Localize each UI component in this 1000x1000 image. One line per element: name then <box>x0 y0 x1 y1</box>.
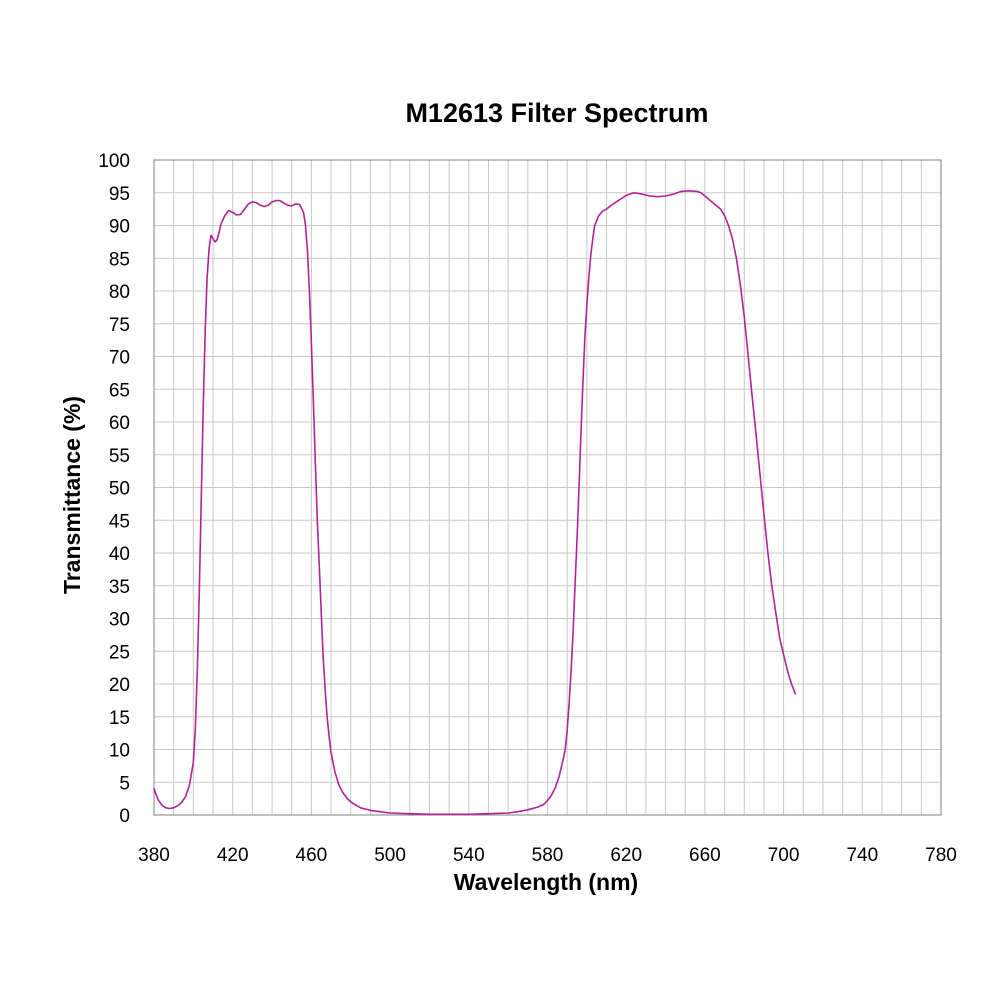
y-tick-label: 20 <box>109 675 130 696</box>
x-axis-label: Wavelength (nm) <box>454 869 638 895</box>
y-tick-label: 5 <box>119 773 130 794</box>
x-tick-label: 660 <box>689 845 721 866</box>
x-tick-label: 700 <box>768 845 800 866</box>
y-tick-label: 10 <box>109 741 130 762</box>
y-tick-label: 55 <box>109 446 130 467</box>
y-tick-label: 50 <box>109 479 130 500</box>
x-tick-label: 540 <box>453 845 485 866</box>
y-tick-label: 40 <box>109 544 130 565</box>
tick-labels: 380 420 460 500 540 580 620 660 700 740 780 0 5 10 15 2… <box>98 151 957 866</box>
x-tick-label: 500 <box>374 845 406 866</box>
y-tick-label: 70 <box>109 348 130 369</box>
y-tick-label: 35 <box>109 577 130 598</box>
y-tick-label: 100 <box>98 151 130 172</box>
y-tick-label: 90 <box>109 217 130 238</box>
y-tick-label: 0 <box>119 806 130 827</box>
y-tick-label: 85 <box>109 249 130 270</box>
x-tick-label: 620 <box>610 845 642 866</box>
chart-title: M12613 Filter Spectrum <box>405 98 708 128</box>
y-tick-label: 30 <box>109 610 130 631</box>
y-axis-label: Transmittance (%) <box>59 396 85 594</box>
y-tick-label: 60 <box>109 413 130 434</box>
y-tick-label: 25 <box>109 642 130 663</box>
plot-area <box>153 159 942 816</box>
grid <box>154 160 941 815</box>
y-tick-label: 95 <box>109 184 130 205</box>
y-tick-label: 80 <box>109 282 130 303</box>
y-tick-label: 15 <box>109 708 130 729</box>
x-tick-label: 380 <box>138 845 170 866</box>
x-tick-label: 420 <box>217 845 249 866</box>
y-tick-label: 75 <box>109 315 130 336</box>
x-tick-label: 460 <box>296 845 328 866</box>
y-tick-label: 45 <box>109 511 130 532</box>
transmittance-curve <box>153 190 797 816</box>
y-tick-label: 65 <box>109 380 130 401</box>
x-tick-label: 580 <box>532 845 564 866</box>
x-tick-label: 740 <box>846 845 878 866</box>
x-tick-label: 780 <box>925 845 957 866</box>
